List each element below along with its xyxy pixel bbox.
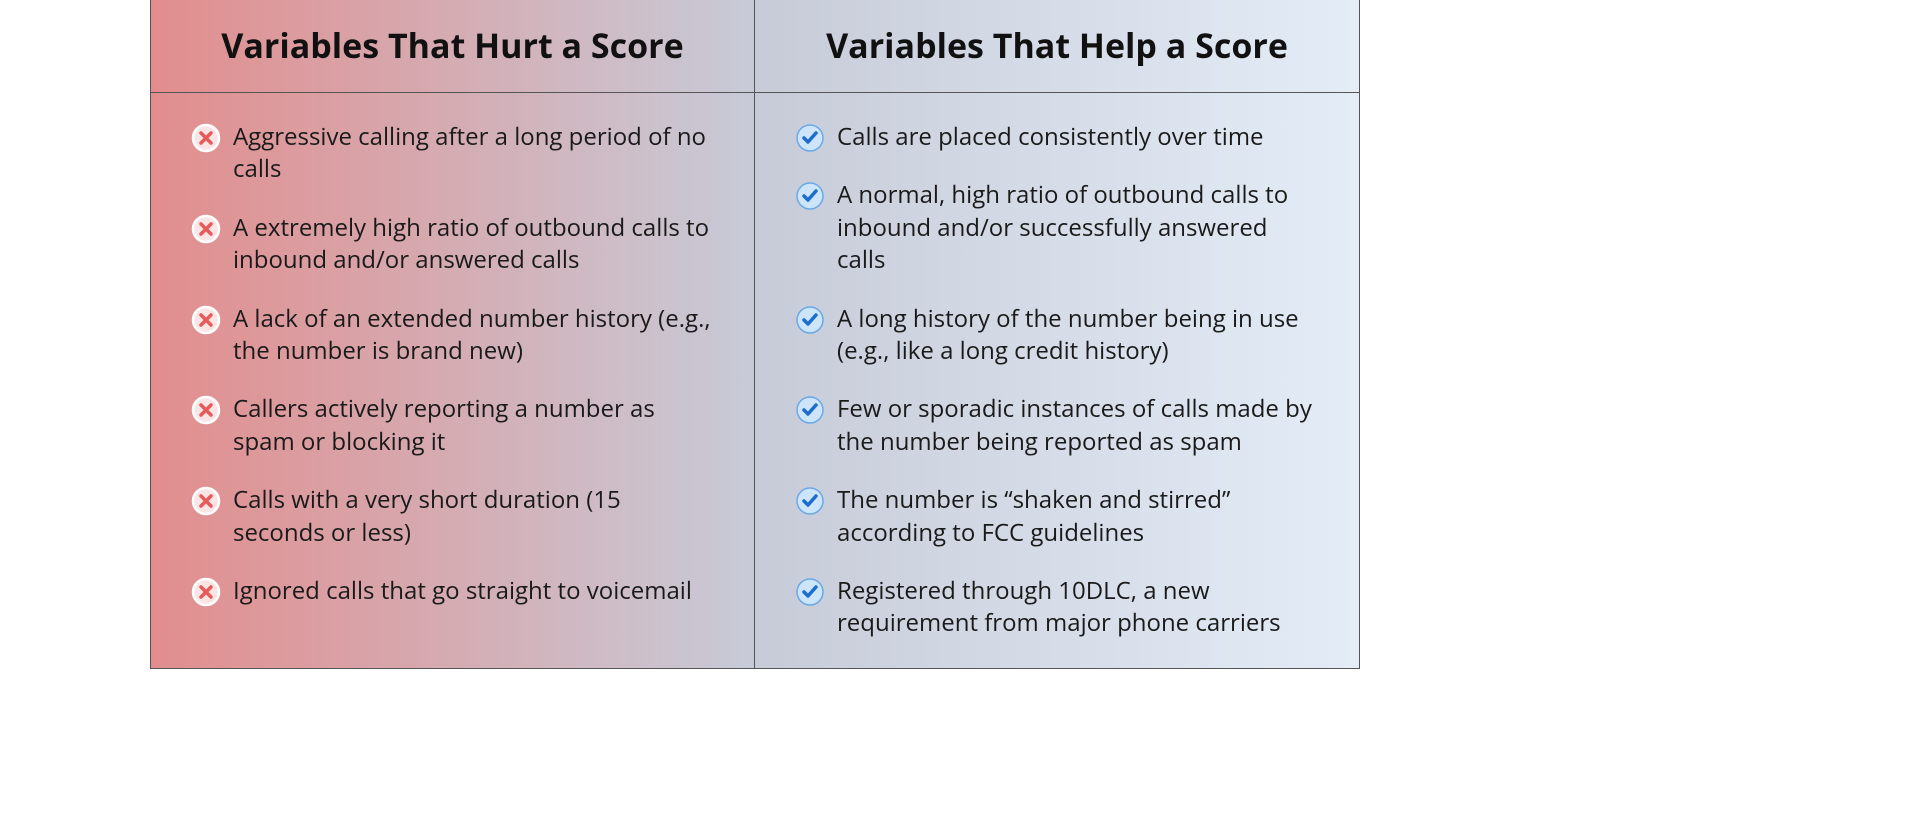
list-item: Callers actively reporting a number as s… [191,393,714,458]
hurt-items-list: Aggressive calling after a long period o… [191,121,714,607]
list-item: A normal, high ratio of outbound calls t… [795,179,1319,276]
item-text: Calls with a very short duration (15 sec… [233,484,714,549]
table-header-row: Variables That Hurt a Score Variables Th… [151,0,1359,93]
list-item: Registered through 10DLC, a new requirem… [795,575,1319,640]
x-circle-icon [191,577,221,607]
list-item: Few or sporadic instances of calls made … [795,393,1319,458]
item-text: Registered through 10DLC, a new requirem… [837,575,1319,640]
item-text: Few or sporadic instances of calls made … [837,393,1319,458]
item-text: Aggressive calling after a long period o… [233,121,714,186]
help-column-header: Variables That Help a Score [755,0,1359,92]
list-item: A extremely high ratio of outbound calls… [191,212,714,277]
item-text: A extremely high ratio of outbound calls… [233,212,714,277]
item-text: A long history of the number being in us… [837,303,1319,368]
list-item: A lack of an extended number history (e.… [191,303,714,368]
x-circle-icon [191,214,221,244]
check-circle-icon [795,486,825,516]
item-text: The number is “shaken and stirred” accor… [837,484,1319,549]
hurt-column-header: Variables That Hurt a Score [151,0,755,92]
check-circle-icon [795,395,825,425]
item-text: A normal, high ratio of outbound calls t… [837,179,1319,276]
check-circle-icon [795,577,825,607]
item-text: Calls are placed consistently over time [837,121,1319,153]
check-circle-icon [795,123,825,153]
x-circle-icon [191,395,221,425]
list-item: Ignored calls that go straight to voicem… [191,575,714,607]
list-item: Aggressive calling after a long period o… [191,121,714,186]
comparison-table: Variables That Hurt a Score Variables Th… [150,0,1360,669]
x-circle-icon [191,486,221,516]
table-body-row: Aggressive calling after a long period o… [151,93,1359,669]
x-circle-icon [191,123,221,153]
check-circle-icon [795,181,825,211]
list-item: A long history of the number being in us… [795,303,1319,368]
item-text: Callers actively reporting a number as s… [233,393,714,458]
item-text: A lack of an extended number history (e.… [233,303,714,368]
help-items-list: Calls are placed consistently over time … [795,121,1319,640]
hurt-column-body: Aggressive calling after a long period o… [151,93,755,668]
list-item: The number is “shaken and stirred” accor… [795,484,1319,549]
x-circle-icon [191,305,221,335]
help-column-body: Calls are placed consistently over time … [755,93,1359,668]
check-circle-icon [795,305,825,335]
list-item: Calls with a very short duration (15 sec… [191,484,714,549]
item-text: Ignored calls that go straight to voicem… [233,575,714,607]
list-item: Calls are placed consistently over time [795,121,1319,153]
